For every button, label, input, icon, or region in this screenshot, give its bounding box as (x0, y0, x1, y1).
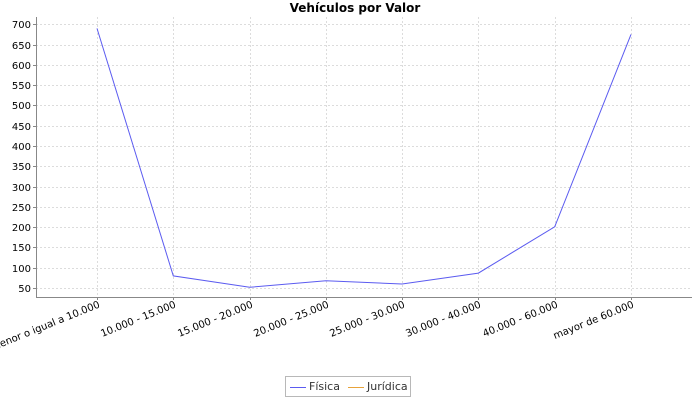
y-tick-label: 100 (12, 264, 31, 275)
y-tick-label: 450 (12, 122, 31, 133)
gridlines (36, 17, 692, 297)
legend: Física Jurídica (285, 376, 411, 397)
x-tick-label: mayor de 60.000 (552, 300, 636, 342)
series-line-0 (96, 28, 632, 288)
x-tick-label: 20.000 - 25.000 (252, 300, 330, 340)
legend-item-fisica: Física (290, 380, 340, 393)
x-tick-label: 40.000 - 60.000 (481, 300, 559, 340)
y-axis: 50 100 150 200 250 300 350 400 450 500 550 600 650 70… (12, 17, 37, 297)
x-tick-label: 10.000 - 15.000 (99, 300, 177, 340)
y-tick-label: 350 (12, 162, 31, 173)
y-tick-label: 600 (12, 61, 31, 72)
y-tick-label: 550 (12, 81, 31, 92)
y-tick-label: 200 (12, 223, 31, 234)
chart-title: Vehículos por Valor (289, 1, 421, 15)
legend-label-juridica: Jurídica (367, 380, 408, 393)
legend-swatch-fisica (290, 386, 306, 388)
x-tick-label: menor o igual a 10.000 (0, 300, 102, 354)
series-layer (96, 28, 632, 288)
y-tick-label: 50 (18, 284, 31, 295)
x-tick-label: 30.000 - 40.000 (404, 300, 482, 340)
plot-background (36, 17, 692, 297)
y-tick-label: 700 (12, 20, 31, 31)
y-tick-label: 250 (12, 203, 31, 214)
legend-swatch-juridica (348, 386, 364, 388)
y-tick-label: 150 (12, 243, 31, 254)
legend-item-juridica: Jurídica (348, 380, 408, 393)
y-tick-label: 650 (12, 41, 31, 52)
x-tick-label: 25.000 - 30.000 (328, 300, 406, 340)
y-tick-label: 300 (12, 183, 31, 194)
y-tick-label: 400 (12, 142, 31, 153)
legend-label-fisica: Física (309, 380, 340, 393)
y-tick-label: 500 (12, 101, 31, 112)
x-tick-label: 15.000 - 20.000 (176, 300, 254, 340)
